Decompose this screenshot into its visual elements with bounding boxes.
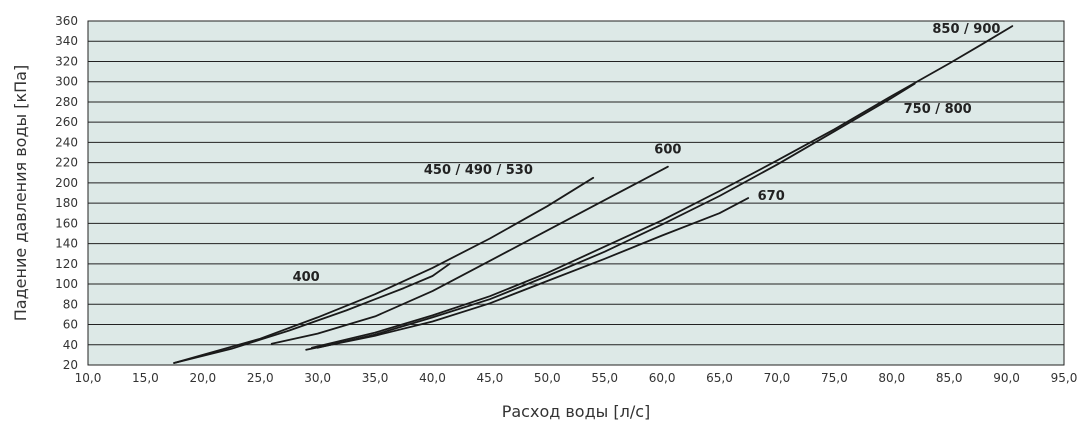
x-tick-label: 45,0 bbox=[477, 371, 504, 385]
x-tick-label: 90,0 bbox=[993, 371, 1020, 385]
series-label: 400 bbox=[293, 270, 320, 285]
y-tick-label: 180 bbox=[55, 196, 78, 210]
x-tick-label: 20,0 bbox=[189, 371, 216, 385]
y-tick-label: 240 bbox=[55, 135, 78, 149]
series-label: 600 bbox=[654, 143, 681, 158]
x-axis-title: Расход воды [л/с] bbox=[502, 402, 651, 421]
series-line bbox=[173, 176, 595, 364]
y-tick-label: 40 bbox=[63, 338, 78, 352]
y-tick-label: 280 bbox=[55, 95, 78, 109]
x-tick-label: 35,0 bbox=[362, 371, 389, 385]
series-line bbox=[270, 165, 669, 345]
series-label: 850 / 900 bbox=[932, 22, 1000, 37]
y-tick-label: 340 bbox=[55, 34, 78, 48]
series-line bbox=[316, 82, 916, 349]
y-tick-label: 220 bbox=[55, 156, 78, 170]
series-line bbox=[173, 262, 451, 364]
x-tick-label: 95,0 bbox=[1051, 371, 1078, 385]
x-tick-label: 25,0 bbox=[247, 371, 274, 385]
x-tick-label: 70,0 bbox=[764, 371, 791, 385]
y-tick-label: 320 bbox=[55, 54, 78, 68]
x-tick-label: 60,0 bbox=[649, 371, 676, 385]
x-tick-label: 10,0 bbox=[75, 371, 102, 385]
x-tick-label: 40,0 bbox=[419, 371, 446, 385]
y-tick-label: 200 bbox=[55, 176, 78, 190]
y-axis-title: Падение давления воды [кПа] bbox=[11, 65, 30, 321]
y-tick-label: 60 bbox=[63, 318, 78, 332]
x-axis-ticks: 10,0 15,0 20,0 25,0 30,0 35,0 40,0 45,0 50,0 55,0… bbox=[75, 371, 1078, 385]
series-labels: 400 450 / 490 / 530 600 670 750 / 800 850 / 9… bbox=[293, 22, 1001, 285]
x-tick-label: 15,0 bbox=[132, 371, 159, 385]
y-tick-label: 140 bbox=[55, 237, 78, 251]
series-label: 750 / 800 bbox=[904, 102, 972, 117]
x-tick-label: 55,0 bbox=[591, 371, 618, 385]
x-tick-label: 50,0 bbox=[534, 371, 561, 385]
y-tick-label: 20 bbox=[63, 358, 78, 372]
x-tick-label: 85,0 bbox=[936, 371, 963, 385]
y-tick-label: 120 bbox=[55, 257, 78, 271]
y-axis-ticks: 20 40 60 80 100 120 140 160 180 200 220 240 260 280 30… bbox=[55, 14, 78, 372]
y-tick-label: 300 bbox=[55, 75, 78, 89]
y-tick-label: 80 bbox=[63, 297, 78, 311]
y-tick-label: 360 bbox=[55, 14, 78, 28]
y-tick-label: 100 bbox=[55, 277, 78, 291]
plot-border bbox=[87, 20, 1065, 366]
x-tick-label: 75,0 bbox=[821, 371, 848, 385]
x-tick-label: 65,0 bbox=[706, 371, 733, 385]
series-lines bbox=[173, 25, 1014, 364]
series-line bbox=[305, 197, 750, 351]
y-tick-label: 260 bbox=[55, 115, 78, 129]
series-label: 670 bbox=[758, 189, 785, 204]
x-tick-label: 80,0 bbox=[878, 371, 905, 385]
series-label: 450 / 490 / 530 bbox=[424, 163, 533, 178]
x-tick-label: 30,0 bbox=[304, 371, 331, 385]
plot-background bbox=[88, 21, 1064, 365]
y-tick-label: 160 bbox=[55, 216, 78, 230]
series-line bbox=[311, 25, 1014, 349]
